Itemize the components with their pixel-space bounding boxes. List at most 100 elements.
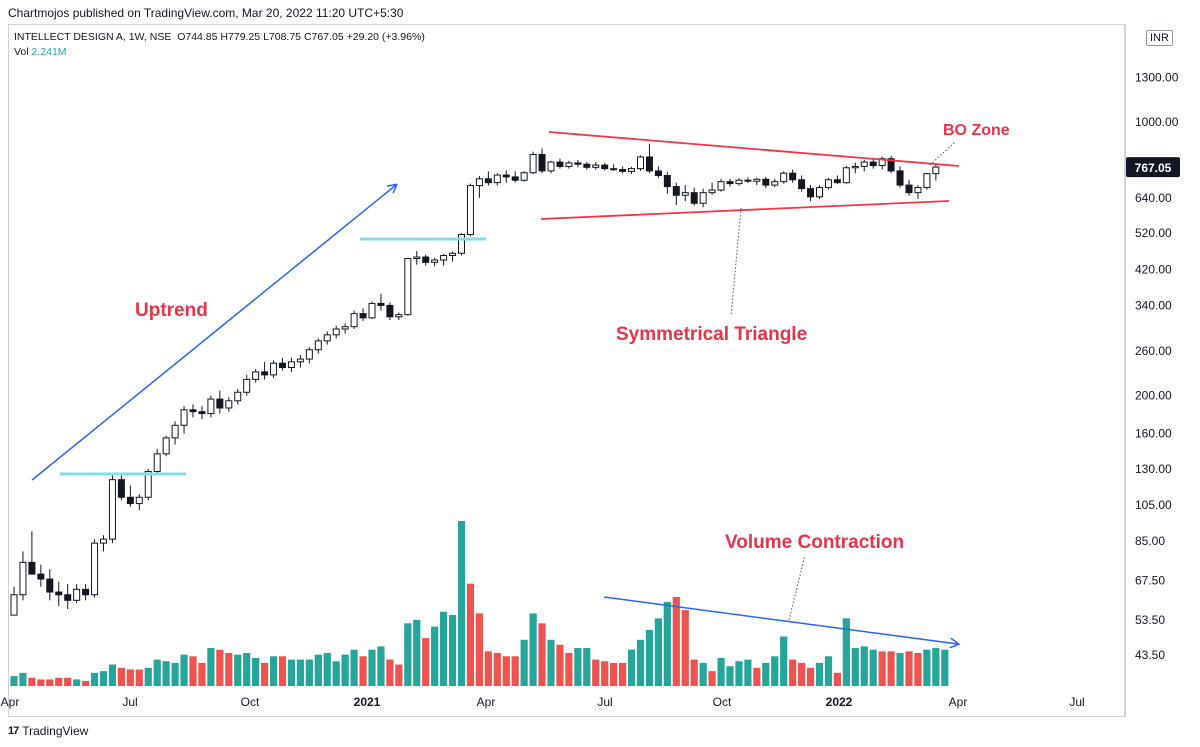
candle — [637, 155, 644, 171]
candle — [932, 164, 940, 181]
volume-bar — [914, 653, 922, 686]
volume-bar — [923, 649, 931, 686]
close-value: 767.05 — [311, 31, 344, 43]
candle — [28, 531, 36, 575]
low-label: L — [263, 31, 269, 43]
candle — [431, 257, 439, 267]
high-label: H — [220, 31, 229, 43]
volume-bar — [511, 656, 519, 686]
triangle-upper-trendline[interactable] — [548, 131, 960, 167]
volume-bar — [28, 677, 36, 686]
volume-bar — [672, 596, 680, 686]
candle — [645, 143, 653, 174]
candle — [449, 251, 457, 262]
volume-bar — [448, 615, 457, 686]
volume-bar — [126, 669, 134, 686]
volume-bar — [323, 653, 331, 686]
candle — [100, 535, 107, 552]
volume-label: Vol — [14, 46, 29, 58]
candle — [619, 166, 627, 174]
candle — [279, 357, 286, 371]
candle — [583, 162, 591, 170]
volume-bar — [583, 648, 591, 686]
volume-bar — [314, 654, 322, 686]
last-price-marker: 767.05 — [1126, 157, 1180, 178]
volume-contraction-arrow[interactable] — [603, 596, 958, 644]
volume-bar — [180, 654, 188, 686]
candle — [851, 162, 859, 174]
candle — [198, 406, 206, 420]
candle — [216, 390, 224, 414]
volume-bar — [619, 662, 627, 686]
price-tick-label: 200.00 — [1135, 389, 1172, 403]
triangle-lower-trendline[interactable] — [540, 200, 950, 220]
tradingview-logo[interactable]: 17 TradingView — [8, 724, 88, 738]
candle — [55, 581, 63, 607]
tradingview-logo-icon: 17 — [8, 725, 19, 737]
volume-legend[interactable]: Vol 2.241M — [14, 46, 67, 58]
volume-bar — [636, 639, 645, 686]
chart-pane[interactable] — [8, 24, 1125, 717]
uptrend-arrow[interactable] — [31, 185, 396, 481]
volume-bar — [932, 648, 940, 686]
symbol-legend[interactable]: INTELLECT DESIGN A, 1W, NSE O744.85 H779… — [14, 31, 425, 43]
price-axis[interactable]: 43.50 53.50 67.50 85.00 105.00 130.00 160.00 20… — [1135, 70, 1179, 662]
volume-bar — [815, 662, 824, 686]
price-tick-label: 640.00 — [1135, 191, 1172, 205]
volume-bar — [547, 639, 555, 686]
candle — [816, 185, 823, 199]
volume-bar — [243, 653, 251, 686]
candle — [377, 293, 385, 311]
candle — [108, 474, 116, 544]
candle — [547, 160, 555, 174]
volume-bar — [869, 649, 877, 686]
candle — [842, 165, 850, 185]
volume-bar — [55, 677, 63, 686]
candle — [708, 182, 716, 195]
volume-bar — [690, 659, 698, 686]
volume-bar — [108, 664, 117, 686]
volume-bar — [395, 664, 403, 686]
volume-bar — [252, 657, 260, 686]
candle — [37, 564, 45, 587]
volume-bar — [717, 657, 725, 686]
volume-bar — [645, 629, 654, 686]
volume-bar — [198, 662, 206, 686]
volume-bar — [278, 656, 287, 686]
high-value: 779.25 — [228, 31, 261, 43]
candle — [744, 177, 752, 184]
candle — [458, 233, 465, 256]
uptrend-label: Uptrend — [135, 300, 208, 321]
candle — [923, 172, 931, 190]
candle — [807, 185, 815, 202]
candle — [261, 361, 269, 380]
symmetrical-triangle-label: Symmetrical Triangle — [616, 324, 807, 345]
volume-bar — [878, 651, 886, 686]
time-tick-label: 2021 — [354, 695, 381, 709]
volume-bar — [117, 667, 125, 686]
candle — [171, 421, 179, 445]
candle — [511, 171, 519, 183]
volume-bar — [359, 656, 367, 686]
price-tick-label: 130.00 — [1135, 462, 1172, 476]
volume-bar — [144, 667, 152, 686]
volume-bar — [269, 656, 278, 686]
bo-zone-label: BO Zone — [943, 122, 1010, 139]
candle — [368, 301, 376, 319]
volume-bar — [896, 653, 904, 686]
volume-bar — [860, 646, 868, 686]
currency-badge[interactable]: INR — [1146, 30, 1173, 46]
candle — [896, 166, 904, 188]
candle — [189, 404, 197, 418]
volume-bar — [350, 649, 358, 686]
candle — [153, 449, 161, 475]
volume-bar — [681, 610, 689, 686]
candle — [10, 586, 18, 616]
candle — [529, 151, 537, 175]
volume-bar — [153, 659, 161, 686]
time-axis[interactable]: Apr Jul Oct 2021 Apr Jul Oct 2022 Apr Jul — [1, 695, 1085, 709]
candle — [207, 395, 215, 418]
candle — [19, 551, 27, 601]
volume-bar — [46, 679, 54, 686]
volume-bar — [529, 613, 537, 686]
